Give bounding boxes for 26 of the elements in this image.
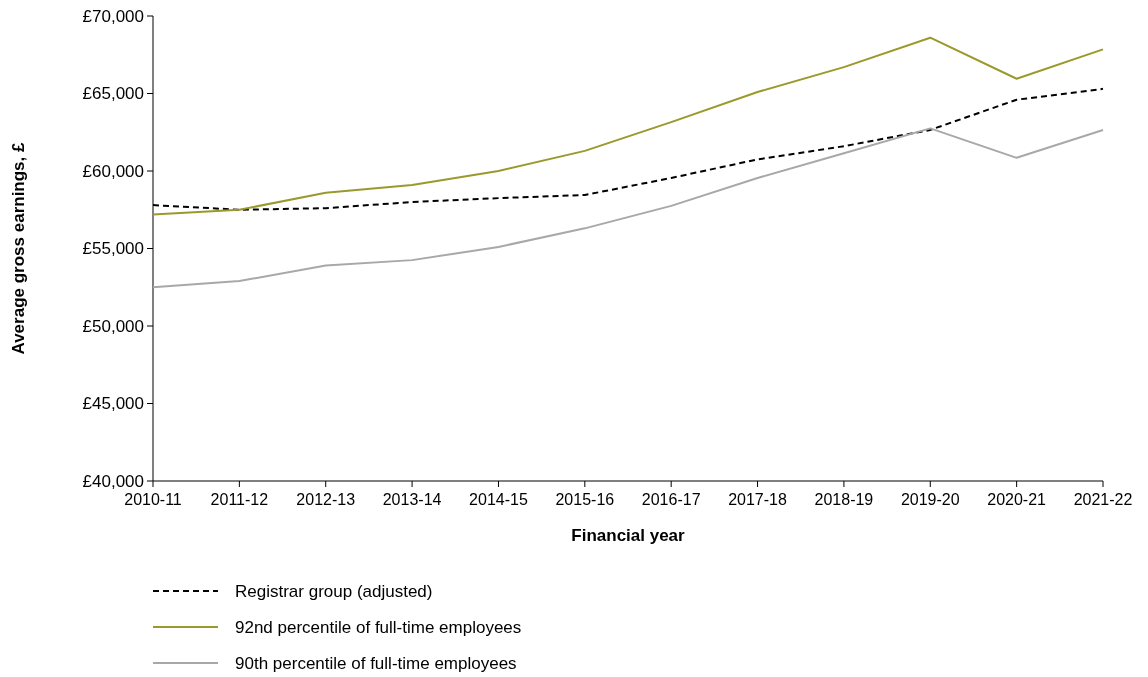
x-tick-label: 2010-11 xyxy=(124,491,182,508)
x-tick-label: 2017-18 xyxy=(728,491,788,508)
x-tick-label: 2019-20 xyxy=(900,491,960,508)
y-tick-label: £50,000 xyxy=(82,316,144,336)
x-tick-label: 2018-19 xyxy=(814,491,874,508)
x-tick-label: 2011-12 xyxy=(210,491,269,508)
y-tick-label: £55,000 xyxy=(82,239,144,259)
y-tick-label: £70,000 xyxy=(82,6,144,26)
y-tick-label: £65,000 xyxy=(82,84,144,104)
x-tick-label: 2021-22 xyxy=(1073,491,1133,508)
legend-label: 90th percentile of full-time employees xyxy=(235,653,517,673)
legend-label: 92nd percentile of full-time employees xyxy=(235,617,522,637)
x-tick-label: 2012-13 xyxy=(296,491,356,508)
x-tick-label: 2020-21 xyxy=(987,491,1047,508)
legend-label: Registrar group (adjusted) xyxy=(235,581,433,601)
x-tick-label: 2015-16 xyxy=(555,491,615,508)
y-tick-label: £45,000 xyxy=(82,394,144,414)
x-tick-label: 2016-17 xyxy=(641,491,701,508)
y-tick-label: £60,000 xyxy=(82,161,144,181)
y-axis-title: Average gross earnings, £ xyxy=(9,141,28,355)
x-tick-label: 2014-15 xyxy=(469,491,528,508)
x-tick-label: 2013-14 xyxy=(382,491,442,508)
y-tick-label: £40,000 xyxy=(82,471,144,491)
line-series xyxy=(152,36,1104,216)
x-axis-title: Financial year xyxy=(571,526,686,545)
line-series xyxy=(152,127,1104,289)
